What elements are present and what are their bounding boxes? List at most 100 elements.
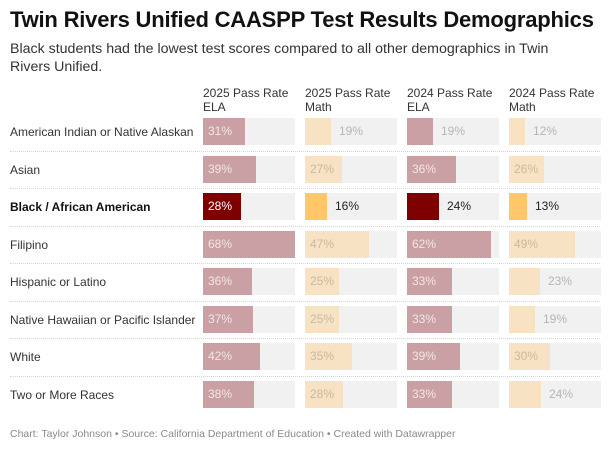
- chart-subtitle: Black students had the lowest test score…: [10, 41, 549, 75]
- bar-cell-ela_2025: 31%: [203, 118, 295, 145]
- bar-math_2024: [509, 193, 527, 220]
- table-row: American Indian or Native Alaskan 31% 19% 1…: [10, 118, 601, 156]
- value-label-ela_2025: 28%: [208, 199, 233, 213]
- value-label-ela_2025: 38%: [208, 386, 233, 401]
- value-label-ela_2024: 62%: [412, 236, 437, 251]
- bar-math_2025: [305, 343, 352, 370]
- value-label-ela_2024: 33%: [412, 274, 437, 288]
- bar-math_2025: [305, 118, 331, 145]
- bar-cell-math_2025: 27%: [305, 155, 397, 183]
- bar-ela_2024: [407, 305, 452, 333]
- bar-math_2025: [305, 230, 369, 258]
- bar-cell-math_2024: 30%: [509, 343, 601, 370]
- row-divider: [10, 188, 600, 189]
- table-row: Filipino 68% 47% 62% 49%: [10, 230, 601, 269]
- value-label-math_2025: 27%: [310, 161, 335, 176]
- column-header-line1: 2025 Pass Rate: [203, 86, 289, 100]
- column-header-line1: 2024 Pass Rate: [509, 86, 595, 100]
- row-label: Asian: [10, 162, 41, 177]
- column-header-line2: Math: [305, 99, 332, 114]
- row-label: Two or More Races: [10, 387, 115, 402]
- bar-cell-ela_2025: 39%: [203, 155, 295, 183]
- value-label-math_2024: 26%: [514, 161, 539, 176]
- bar-cell-ela_2025: 28%: [203, 193, 295, 220]
- value-label-ela_2024: 36%: [412, 161, 437, 176]
- column-header-ela_2025: 2025 Pass Rate ELA: [203, 86, 299, 114]
- bar-ela_2025: [203, 305, 253, 333]
- bar-cell-math_2025: 35%: [305, 343, 397, 370]
- bar-ela_2025: [203, 268, 252, 295]
- value-label-ela_2024: 24%: [447, 199, 472, 213]
- table-row: White 42% 35% 39% 30%: [10, 343, 601, 381]
- bar-cell-ela_2024: 33%: [407, 268, 499, 295]
- bar-cell-math_2025: 25%: [305, 268, 397, 295]
- value-label-ela_2025: 68%: [208, 236, 233, 251]
- table-row: Hispanic or Latino 36% 25% 33% 23%: [10, 268, 601, 306]
- bar-cell-ela_2024: 62%: [407, 230, 499, 258]
- bar-cell-math_2024: 23%: [509, 268, 601, 295]
- bar-ela_2024: [407, 268, 452, 295]
- value-label-math_2024: 49%: [514, 236, 539, 251]
- bar-cell-math_2024: 19%: [509, 305, 601, 333]
- column-header-math_2025: 2025 Pass Rate Math: [305, 86, 401, 114]
- row-divider: [10, 338, 600, 339]
- row-label: Filipino: [10, 237, 49, 252]
- bar-math_2025: [305, 380, 343, 408]
- table-row: Asian 39% 27% 36% 26%: [10, 155, 601, 194]
- bar-cell-math_2024: 24%: [509, 380, 601, 408]
- bar-ela_2024: [407, 118, 433, 145]
- bar-cell-math_2024: 13%: [509, 193, 601, 220]
- chart-title: Twin Rivers Unified CAASPP Test Results …: [10, 7, 594, 32]
- row-divider: [10, 225, 600, 227]
- value-label-math_2024: 30%: [514, 349, 539, 363]
- value-label-math_2025: 28%: [310, 386, 335, 401]
- row-label: Hispanic or Latino: [10, 275, 107, 289]
- value-label-math_2024: 23%: [548, 274, 573, 288]
- value-label-math_2024: 13%: [535, 199, 560, 213]
- value-label-ela_2025: 42%: [208, 349, 233, 363]
- bar-cell-ela_2025: 68%: [203, 230, 295, 258]
- table-row: Two or More Races 38% 28% 33% 24%: [10, 380, 601, 419]
- bar-math_2024: [509, 230, 575, 258]
- bar-cell-ela_2025: 36%: [203, 268, 295, 295]
- value-label-ela_2025: 37%: [208, 311, 233, 326]
- value-label-math_2025: 25%: [310, 311, 335, 326]
- bar-ela_2024: [407, 230, 491, 258]
- bar-cell-ela_2024: 33%: [407, 380, 499, 408]
- value-label-math_2024: 24%: [549, 386, 574, 401]
- row-label: White: [10, 350, 41, 364]
- bar-ela_2025: [203, 155, 256, 183]
- bar-ela_2025: [203, 380, 254, 408]
- bar-cell-math_2025: 28%: [305, 380, 397, 408]
- bar-math_2024: [509, 380, 541, 408]
- bar-cell-math_2025: 19%: [305, 118, 397, 145]
- bar-cell-ela_2024: 19%: [407, 118, 499, 145]
- value-label-math_2024: 19%: [543, 311, 568, 326]
- bar-cell-ela_2024: 36%: [407, 155, 499, 183]
- row-divider: [10, 263, 600, 264]
- column-header-line2: Math: [509, 99, 536, 114]
- row-label: Black / African American: [10, 200, 151, 214]
- value-label-math_2024: 12%: [533, 124, 558, 138]
- row-divider: [10, 300, 600, 302]
- column-header-math_2024: 2024 Pass Rate Math: [509, 86, 605, 114]
- column-header-line1: 2024 Pass Rate: [407, 86, 493, 100]
- value-label-math_2025: 47%: [310, 236, 335, 251]
- bar-cell-ela_2024: 39%: [407, 343, 499, 370]
- bar-cell-math_2025: 25%: [305, 305, 397, 333]
- bar-ela_2024: [407, 380, 452, 408]
- bar-math_2025: [305, 193, 327, 220]
- bar-math_2025: [305, 305, 339, 333]
- bar-ela_2024: [407, 343, 460, 370]
- value-label-ela_2024: 33%: [412, 386, 437, 401]
- value-label-ela_2024: 33%: [412, 311, 437, 326]
- value-label-ela_2025: 39%: [208, 161, 233, 176]
- bar-math_2025: [305, 268, 339, 295]
- bar-ela_2025: [203, 343, 260, 370]
- column-header-line2: ELA: [407, 99, 430, 114]
- column-header-line2: ELA: [203, 99, 226, 114]
- bar-ela_2024: [407, 155, 456, 183]
- row-label: Native Hawaiian or Pacific Islander: [10, 312, 196, 327]
- table-row: Black / African American 28% 16% 24% 13%: [10, 193, 601, 231]
- value-label-math_2025: 16%: [335, 199, 360, 213]
